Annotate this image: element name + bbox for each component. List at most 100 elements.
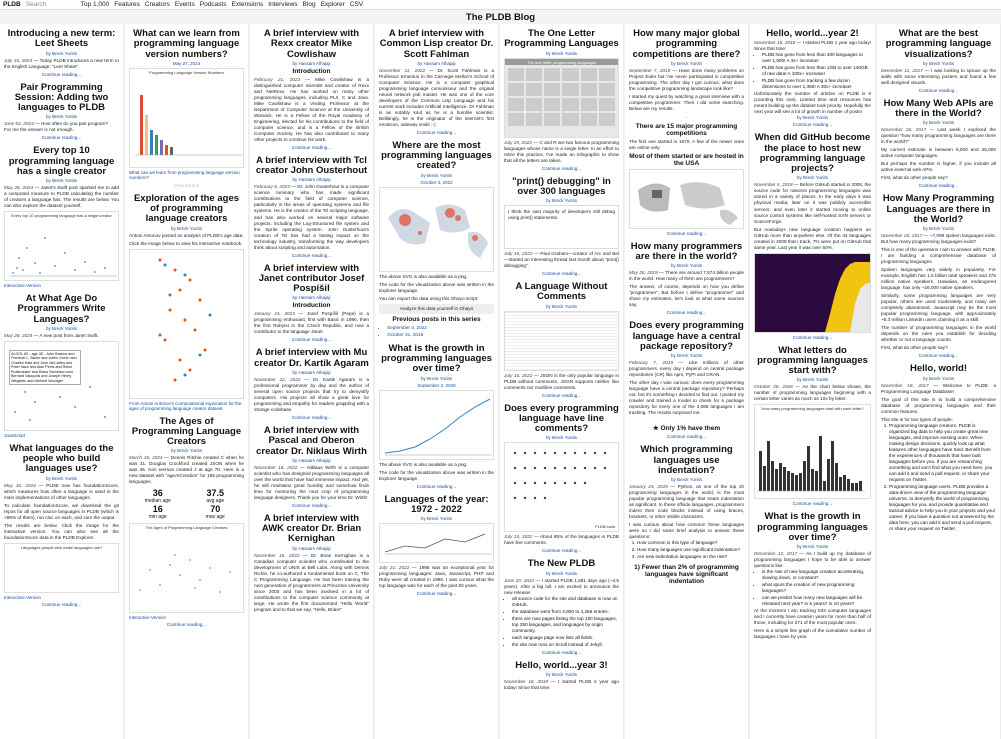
continue-reading-link[interactable]: Continue reading... [291,337,332,343]
continue-reading-link[interactable]: Continue reading... [41,71,82,77]
languages-map-image[interactable] [379,186,494,272]
creators-chart-image[interactable]: Every top 10 programming language has a … [4,211,119,282]
post-title[interactable]: A brief interview with Rexx creator Mike… [263,28,360,60]
continue-reading-link[interactable]: Continue reading... [541,271,582,277]
post-author[interactable]: by Hassam Alhajaji [417,60,456,66]
post-title[interactable]: A brief interview with Common Lisp creat… [379,28,494,60]
post-title[interactable]: Where are the most programming languages… [381,139,492,172]
json-comments-image[interactable] [504,310,619,371]
post-author[interactable]: by Breck Yunits [797,115,828,121]
post-author[interactable]: by Breck Yunits [797,377,828,383]
post-author[interactable]: by Breck Yunits [797,544,828,550]
continue-reading-link[interactable]: Continue reading... [541,649,582,655]
continue-reading-link[interactable]: Continue reading... [291,144,332,150]
continue-reading-link[interactable]: Continue reading... [416,591,457,597]
figure-caption[interactable]: What can we learn from programming langu… [129,169,240,180]
tweet-screenshot[interactable]: I think the vast majority of developers … [504,205,619,250]
continue-reading-link[interactable]: Continue reading... [541,392,582,398]
post-author[interactable]: by Breck Yunits [546,672,577,678]
post-author[interactable]: by Breck Yunits [171,225,202,231]
logo[interactable]: PLDB [3,1,21,8]
post-author[interactable]: by Breck Yunits [546,435,577,441]
post-title[interactable]: How many major global programming compet… [632,28,741,60]
post-title[interactable]: Hello, world...year 3! [515,659,608,671]
languages-of-year-chart[interactable] [379,523,494,564]
post-author[interactable]: by Breck Yunits [923,375,954,381]
post-author[interactable]: by Breck Yunits [671,60,702,66]
post-author[interactable]: by Breck Yunits [546,570,577,576]
post-title[interactable]: At What Age Do Programmers Write Languag… [17,293,106,325]
post-title[interactable]: A brief interview with Mu creator Dr. Ka… [254,347,369,369]
post-title[interactable]: The One Letter Programming Languages [504,28,619,50]
continue-reading-link[interactable]: Continue reading... [918,183,959,189]
interactive-version-link[interactable]: Interactive Version [129,615,167,621]
continue-reading-link[interactable]: Continue reading... [416,129,457,135]
post-title[interactable]: Pair Programming Session: Adding two lan… [14,81,109,114]
post-title[interactable]: What can we learn from programming langu… [133,28,240,60]
post-title[interactable]: When did GitHub become the place to host… [754,132,871,175]
post-author[interactable]: by Breck Yunits [671,477,702,483]
post-author[interactable]: by Breck Yunits [671,353,702,359]
continue-reading-link[interactable]: Continue reading... [41,601,82,607]
post-title[interactable]: What are the best programming language v… [885,28,992,60]
continue-reading-link[interactable]: Continue reading... [291,502,332,508]
post-author[interactable]: by Breck Yunits [46,114,77,120]
age-chart-image[interactable]: ALGOL 60 - age 35 - John Backus and Frie… [4,340,119,431]
continue-reading-link[interactable]: Continue reading... [416,483,457,489]
post-title[interactable]: What is the growth in programming langua… [381,342,492,375]
nav-interviews[interactable]: Interviews [268,1,298,8]
continue-reading-link[interactable]: Continue reading... [291,252,332,258]
continue-reading-link[interactable]: Continue reading... [41,135,82,141]
post-author[interactable]: by Breck Yunits [46,475,77,481]
continue-reading-link[interactable]: Continue reading... [166,622,207,628]
continue-reading-link[interactable]: Continue reading... [792,501,833,507]
previous-post-link[interactable]: September 3, 2022 [387,325,494,331]
post-author[interactable]: by Hassam Alhajaji [292,457,331,463]
continue-reading-link[interactable]: Continue reading... [666,434,707,440]
post-author[interactable]: by Breck Yunits [421,172,452,178]
interactive-version-link[interactable]: Interactive Version [4,594,42,600]
continue-reading-link[interactable]: Continue reading... [792,122,833,128]
nav-top-1000[interactable]: Top 1,000 [80,1,110,8]
nav-creators[interactable]: Creators [144,1,170,8]
post-title[interactable]: "print() debugging" in over 300 language… [512,175,611,197]
post-title[interactable]: A brief interview with Pascal and Oberon… [256,425,367,457]
growth-chart-image[interactable] [379,389,494,460]
continue-reading-link[interactable]: Continue reading... [541,165,582,171]
post-author[interactable]: by Breck Yunits [923,120,954,126]
foundation-chart-image[interactable]: Languages people who make languages use? [4,542,119,593]
continue-reading-link[interactable]: Continue reading... [792,334,833,340]
post-author[interactable]: by Hassam Alhajaji [292,177,331,183]
post-author[interactable]: by Breck Yunits [421,375,452,381]
search-input[interactable]: Search [25,1,47,8]
nav-csv[interactable]: CSV [349,1,364,8]
post-title[interactable]: Does every programming language have lin… [504,402,619,435]
previous-post-link[interactable]: October 31, 2018 [387,332,494,338]
post-author[interactable]: by Breck Yunits [797,175,828,181]
post-title[interactable]: What languages do the people who build l… [9,442,114,475]
post-author[interactable]: by Breck Yunits [546,198,577,204]
post-title[interactable]: How Many Programming Languages are there… [882,193,995,225]
post-title[interactable]: A brief interview with Janet contributor… [258,262,365,295]
post-author[interactable]: by Breck Yunits [546,50,577,56]
post-title[interactable]: How Many Web APIs are there in the World… [883,97,994,120]
post-title[interactable]: Hello, world...year 2! [766,28,859,39]
post-title[interactable]: Which programming languages use indentat… [640,444,733,476]
post-title[interactable]: Every top 10 programming language has a … [8,145,115,177]
post-title[interactable]: Does every programming language have a c… [629,320,744,352]
github-area-chart[interactable] [754,252,871,333]
post-title[interactable]: A brief interview with Tcl creator John … [255,154,368,177]
post-title[interactable]: A brief interview with AWK creator Dr. B… [261,512,362,545]
post-author[interactable]: by Hassam Alhajaji [292,369,331,375]
post-title[interactable]: What letters do programming languages st… [757,344,868,377]
post-author[interactable]: by Breck Yunits [171,448,202,454]
post-title[interactable]: Languages of the year: 1972 - 2022 [384,493,489,515]
letters-bar-chart[interactable]: How many programming languages start wit… [754,404,871,500]
continue-reading-link[interactable]: Continue reading... [291,415,332,420]
continue-reading-link[interactable]: Continue reading... [918,87,959,93]
post-author[interactable]: by Hassam Alhajaji [292,295,331,301]
nav-podcasts[interactable]: Podcasts [199,1,227,8]
nav-events[interactable]: Events [174,1,195,8]
post-title[interactable]: Introducing a new term: Leet Sheets [7,28,116,50]
continue-reading-link[interactable]: Continue reading... [666,310,707,316]
